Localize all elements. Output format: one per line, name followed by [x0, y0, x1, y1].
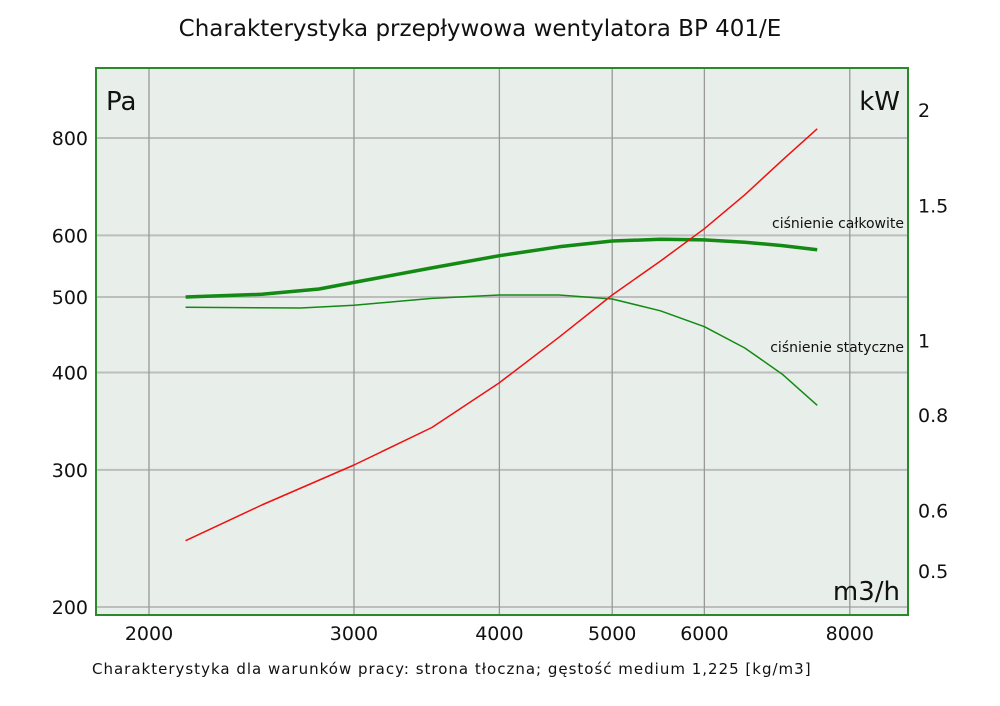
- y2-tick-label: 0.6: [918, 501, 948, 523]
- y-tick-label: 200: [52, 597, 88, 619]
- x-tick-label: 6000: [680, 623, 728, 645]
- y2-tick-label: 1.5: [918, 196, 948, 218]
- chart-title: Charakterystyka przepływowa wentylatora …: [178, 16, 782, 42]
- y2-axis-label: kW: [859, 87, 900, 117]
- annotation-total-pressure: ciśnienie całkowite: [772, 216, 904, 232]
- y-tick-label: 500: [52, 287, 88, 309]
- x-tick-label: 4000: [475, 623, 523, 645]
- y2-tick-label: 2: [918, 100, 930, 122]
- x-tick-label: 3000: [330, 623, 378, 645]
- chart-footnote: Charakterystyka dla warunków pracy: stro…: [92, 660, 812, 678]
- x-tick-label: 8000: [826, 623, 874, 645]
- series-line: [185, 128, 818, 542]
- series-line: [185, 294, 818, 406]
- series-line: [185, 237, 818, 299]
- x-tick-label: 5000: [588, 623, 636, 645]
- y-tick-label: 400: [52, 363, 88, 385]
- x-axis-label: m3/h: [833, 577, 900, 607]
- y2-tick-label: 1: [918, 331, 930, 353]
- y-tick-label: 800: [52, 128, 88, 150]
- annotation-static-pressure: ciśnienie statyczne: [770, 340, 904, 356]
- plot-border: [95, 67, 909, 616]
- y-tick-label: 600: [52, 225, 88, 247]
- y2-tick-label: 0.8: [918, 405, 948, 427]
- y2-tick-label: 0.5: [918, 561, 948, 583]
- y-axis-label: Pa: [106, 87, 136, 117]
- x-tick-label: 2000: [125, 623, 173, 645]
- y-tick-label: 300: [52, 460, 88, 482]
- plot-area: [96, 68, 908, 615]
